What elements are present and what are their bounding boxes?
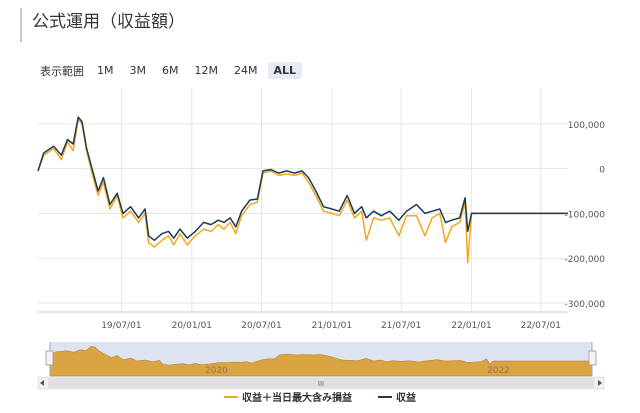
scrollbar-grip-icon: III xyxy=(318,380,324,388)
scroll-left-arrow-icon[interactable] xyxy=(40,380,44,386)
range-button-12m[interactable]: 12M xyxy=(194,64,219,77)
series-line-profit xyxy=(37,116,568,242)
chart-grid xyxy=(38,88,568,313)
y-axis-ticks: 100,000 0 -100,000 -200,000 -300,000 xyxy=(565,121,606,310)
navigator[interactable]: 2020 2022 xyxy=(45,342,597,377)
navigator-year-2022: 2022 xyxy=(487,366,510,376)
navigator-right-handle[interactable] xyxy=(588,350,597,366)
x-tick-label: 21/07/01 xyxy=(381,321,421,331)
page-title: 公式運用（収益額） xyxy=(32,12,185,32)
x-tick-label: 19/07/01 xyxy=(101,321,141,331)
range-selector: 表示範囲 1M 3M 6M 12M 24M ALL xyxy=(40,62,303,79)
range-button-3m[interactable]: 3M xyxy=(129,64,147,77)
navigator-area xyxy=(49,346,593,377)
chart-series xyxy=(37,116,568,264)
navigator-scrollbar[interactable]: III xyxy=(37,376,605,390)
legend-label-max-unrealized[interactable]: 収益＋当日最大含み損益 xyxy=(242,391,352,404)
range-selector-label: 表示範囲 xyxy=(40,64,84,78)
x-tick-label: 20/07/01 xyxy=(241,321,281,331)
y-tick-label: -100,000 xyxy=(565,210,606,220)
scrollbar-thumb[interactable] xyxy=(48,378,594,388)
navigator-year-2020: 2020 xyxy=(205,366,228,376)
title-bar: 公式運用（収益額） xyxy=(20,8,185,42)
x-tick-label: 22/01/01 xyxy=(451,321,491,331)
range-button-all[interactable]: ALL xyxy=(267,62,303,79)
x-axis-ticks: 19/07/01 20/01/01 20/07/01 21/01/01 21/07/01… xyxy=(101,321,561,331)
series-line-max-unrealized xyxy=(37,118,568,264)
range-button-24m[interactable]: 24M xyxy=(234,64,258,77)
x-tick-label: 22/07/01 xyxy=(521,321,561,331)
range-button-1m[interactable]: 1M xyxy=(97,64,114,77)
legend: 収益＋当日最大含み損益 収益 xyxy=(224,391,416,404)
y-tick-label: -300,000 xyxy=(565,300,606,310)
legend-label-profit[interactable]: 収益 xyxy=(396,391,416,404)
y-tick-label: 0 xyxy=(599,166,605,176)
navigator-left-handle[interactable] xyxy=(45,350,54,366)
x-tick-label: 20/01/01 xyxy=(172,321,212,331)
y-tick-label: -200,000 xyxy=(565,255,606,265)
scroll-right-arrow-icon[interactable] xyxy=(598,380,602,386)
y-tick-label: 100,000 xyxy=(568,121,605,131)
range-button-6m[interactable]: 6M xyxy=(162,64,179,77)
x-tick-label: 21/01/01 xyxy=(312,321,352,331)
